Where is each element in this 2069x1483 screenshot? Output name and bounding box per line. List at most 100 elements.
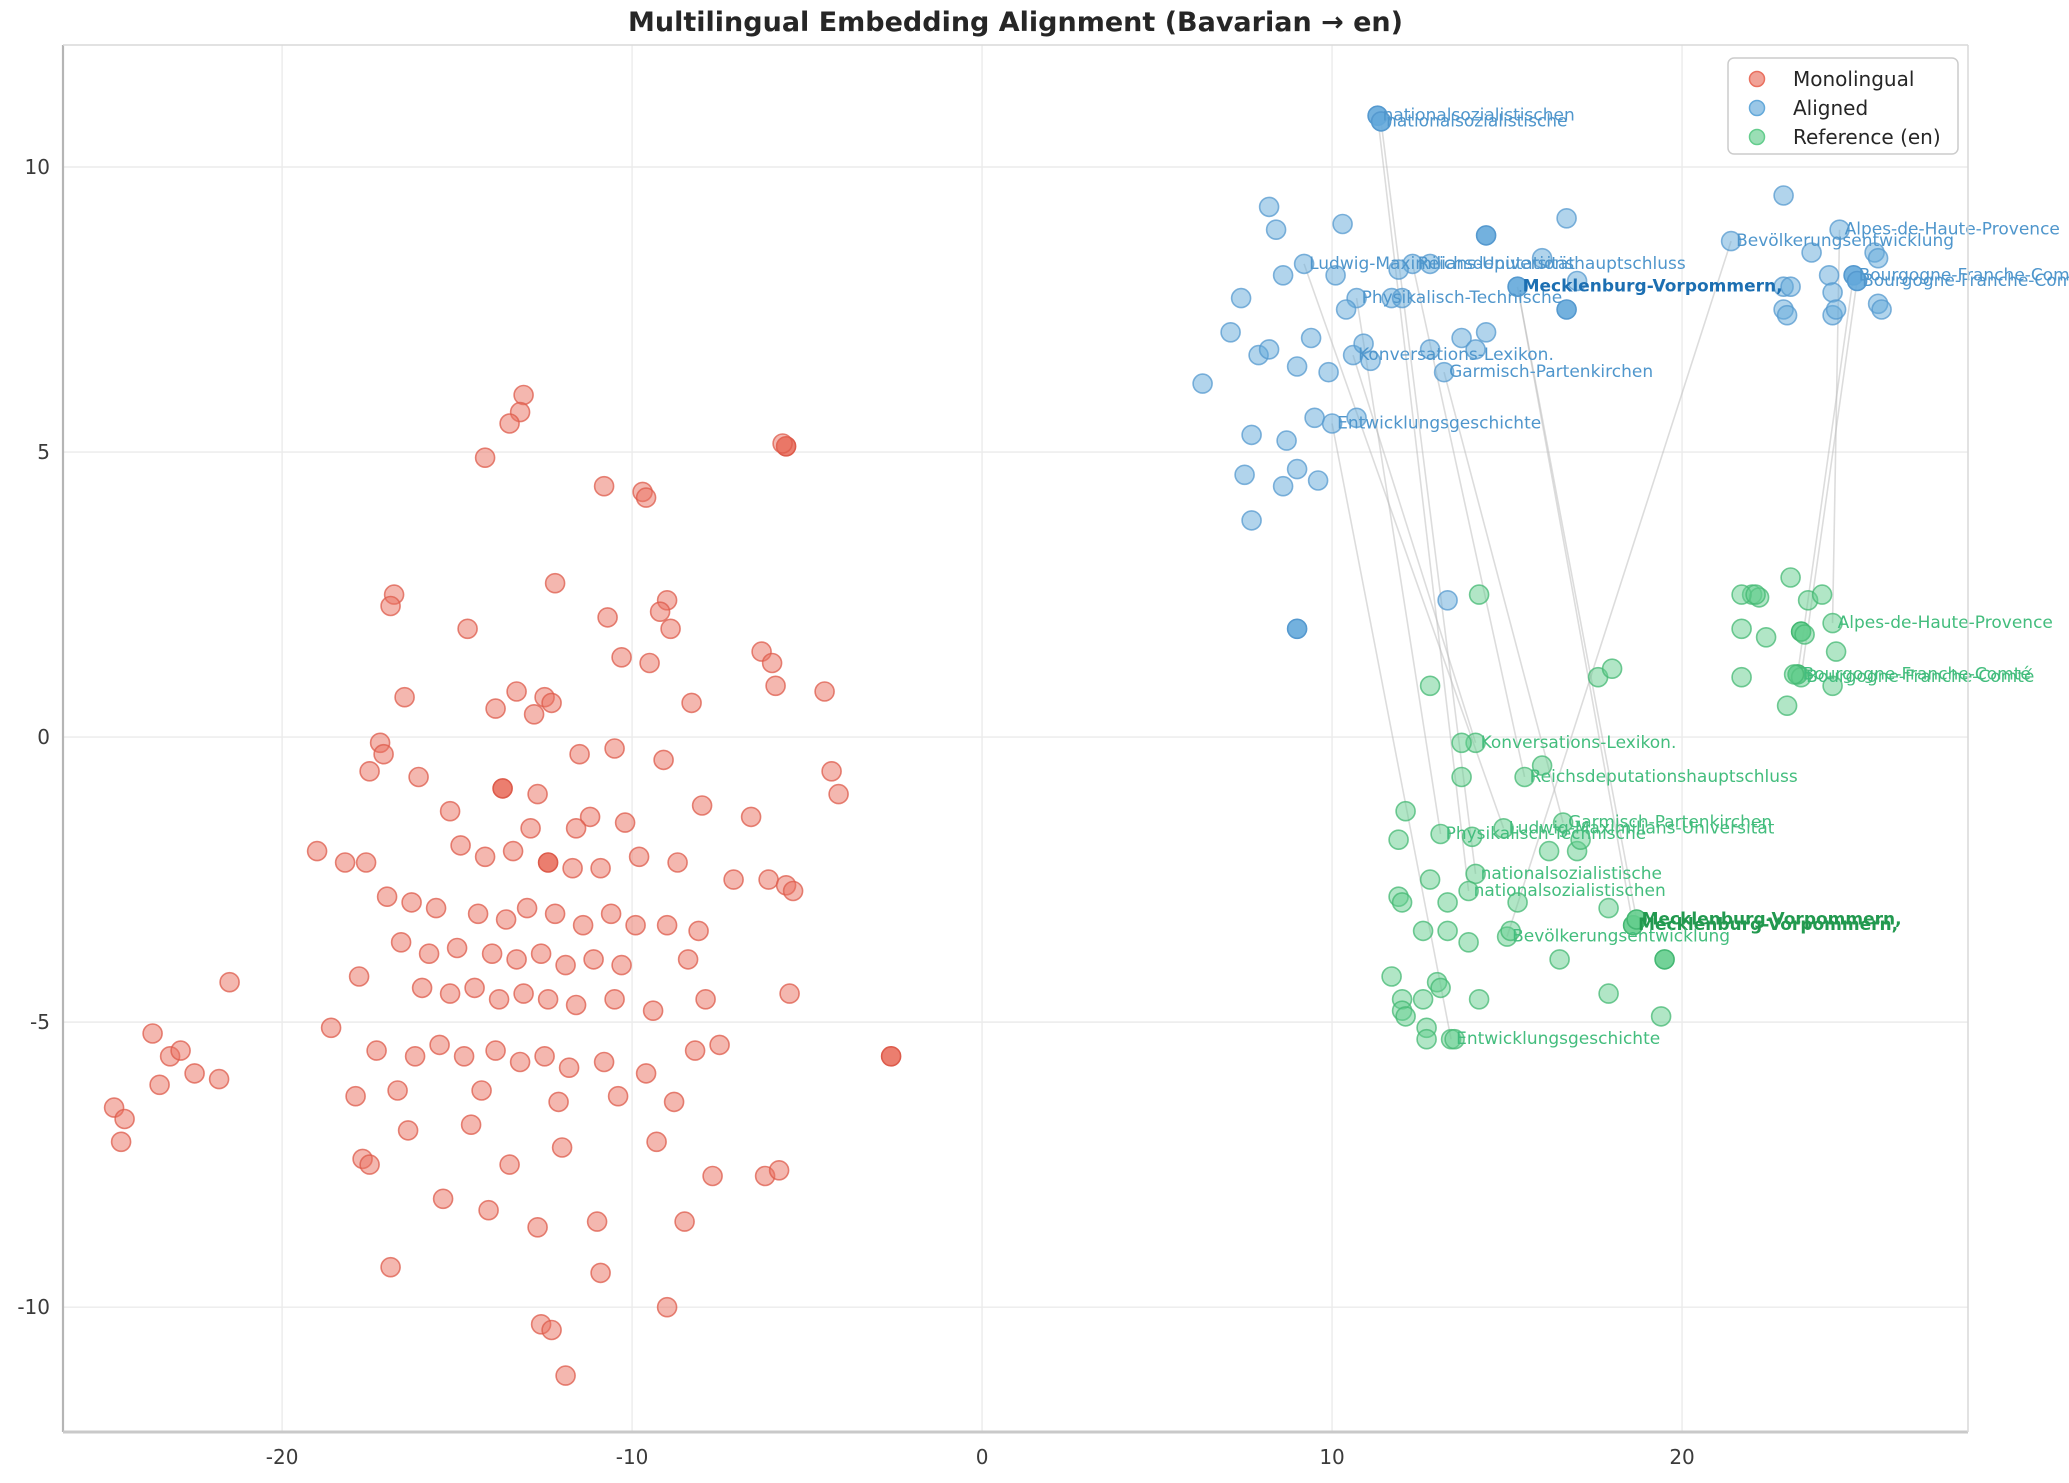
- data-point-monolingual[interactable]: [565, 994, 587, 1016]
- data-point-aligned[interactable]: [1332, 213, 1353, 235]
- data-point-monolingual[interactable]: [593, 475, 615, 497]
- data-point-aligned[interactable]: [1475, 321, 1497, 343]
- data-point-monolingual[interactable]: [170, 1040, 191, 1061]
- data-point-monolingual[interactable]: [761, 652, 783, 674]
- data-point-aligned[interactable]: [1325, 264, 1346, 286]
- data-point-aligned[interactable]: [1241, 424, 1262, 446]
- data-point-aligned[interactable]: [1265, 219, 1287, 240]
- data-point-monolingual[interactable]: [380, 1256, 401, 1278]
- data-point-monolingual[interactable]: [604, 738, 625, 759]
- data-point-monolingual[interactable]: [611, 954, 632, 976]
- data-point-monolingual[interactable]: [723, 869, 744, 890]
- data-point-reference-en[interactable]: [1780, 567, 1801, 588]
- data-point-aligned[interactable]: [1318, 361, 1339, 383]
- data-point-monolingual[interactable]: [572, 914, 594, 936]
- data-point-reference-en[interactable]: [1419, 675, 1441, 697]
- data-point-monolingual[interactable]: [625, 914, 646, 936]
- data-point-monolingual[interactable]: [562, 857, 583, 879]
- data-point-monolingual[interactable]: [821, 760, 842, 782]
- data-point-monolingual[interactable]: [583, 949, 604, 970]
- data-point-monolingual[interactable]: [779, 983, 800, 1004]
- data-point-monolingual[interactable]: [604, 988, 625, 1010]
- data-point-monolingual[interactable]: [513, 384, 534, 406]
- data-point-monolingual[interactable]: [649, 601, 671, 623]
- data-point-monolingual[interactable]: [499, 1154, 520, 1175]
- data-point-monolingual[interactable]: [558, 1057, 580, 1078]
- data-point-reference-en[interactable]: [1395, 800, 1416, 822]
- data-point-aligned[interactable]: [1556, 208, 1577, 229]
- data-point-monolingual[interactable]: [513, 983, 534, 1004]
- data-point-monolingual[interactable]: [537, 988, 559, 1010]
- data-point-aligned[interactable]: [1437, 589, 1458, 611]
- data-point-monolingual[interactable]: [306, 840, 328, 862]
- data-point-monolingual[interactable]: [464, 977, 485, 999]
- data-point-monolingual[interactable]: [439, 983, 461, 1004]
- data-point-monolingual[interactable]: [460, 1114, 482, 1135]
- data-point-monolingual[interactable]: [667, 852, 688, 873]
- data-point-reference-en[interactable]: [1822, 612, 1843, 634]
- data-point-monolingual[interactable]: [709, 1034, 730, 1056]
- data-point-monolingual[interactable]: [425, 897, 447, 919]
- data-point-reference-en[interactable]: [1412, 920, 1434, 942]
- data-point-aligned[interactable]: [1258, 196, 1280, 218]
- data-point-monolingual[interactable]: [611, 646, 632, 668]
- data-point-monolingual[interactable]: [691, 795, 713, 816]
- data-point-aligned[interactable]: [1286, 356, 1308, 377]
- data-point-aligned[interactable]: [1433, 361, 1455, 383]
- data-point-monolingual[interactable]: [495, 909, 517, 930]
- data-point-aligned[interactable]: [1801, 242, 1822, 263]
- data-point-aligned[interactable]: [1419, 253, 1441, 275]
- data-point-aligned[interactable]: [1293, 253, 1315, 275]
- data-point-monolingual[interactable]: [446, 937, 468, 959]
- data-point-reference-en[interactable]: [1549, 949, 1570, 970]
- data-point-reference-en[interactable]: [1570, 829, 1591, 851]
- data-point-monolingual[interactable]: [814, 681, 835, 702]
- data-point-monolingual[interactable]: [765, 675, 786, 697]
- data-point-aligned[interactable]: [1720, 230, 1742, 252]
- data-point-monolingual[interactable]: [359, 1154, 380, 1175]
- data-point-reference-en[interactable]: [1388, 829, 1409, 851]
- data-point-aligned[interactable]: [1825, 299, 1847, 320]
- data-point-monolingual[interactable]: [478, 1199, 499, 1221]
- data-point-monolingual[interactable]: [520, 817, 541, 839]
- data-point-reference-en[interactable]: [1794, 624, 1815, 645]
- data-point-monolingual[interactable]: [345, 1085, 366, 1107]
- data-point-monolingual[interactable]: [219, 971, 240, 993]
- data-point-aligned[interactable]: [1300, 327, 1322, 349]
- data-point-reference-en[interactable]: [1755, 626, 1777, 648]
- data-point-monolingual[interactable]: [334, 852, 356, 873]
- data-point-reference-en[interactable]: [1731, 618, 1752, 640]
- data-point-reference-en[interactable]: [1650, 1006, 1672, 1027]
- data-point-reference-en[interactable]: [1391, 892, 1413, 913]
- data-point-monolingual[interactable]: [394, 686, 415, 708]
- data-point-aligned[interactable]: [1304, 407, 1325, 429]
- data-point-aligned[interactable]: [1846, 270, 1868, 292]
- data-point-reference-en[interactable]: [1444, 1028, 1465, 1050]
- data-point-monolingual[interactable]: [376, 886, 398, 908]
- data-point-reference-en[interactable]: [1451, 766, 1472, 788]
- data-point-reference-en[interactable]: [1731, 666, 1752, 688]
- data-point-monolingual[interactable]: [506, 681, 527, 702]
- data-point-reference-en[interactable]: [1468, 988, 1490, 1010]
- data-point-aligned[interactable]: [1829, 219, 1850, 240]
- data-point-reference-en[interactable]: [1745, 584, 1766, 605]
- data-point-aligned[interactable]: [1871, 299, 1892, 320]
- data-point-aligned[interactable]: [1370, 111, 1392, 132]
- data-point-monolingual[interactable]: [471, 1080, 492, 1101]
- data-point-aligned[interactable]: [1241, 510, 1262, 531]
- data-point-reference-en[interactable]: [1552, 812, 1574, 833]
- data-point-reference-en[interactable]: [1493, 817, 1514, 839]
- data-point-monolingual[interactable]: [530, 943, 552, 965]
- data-point-reference-en[interactable]: [1461, 826, 1483, 848]
- data-point-monolingual[interactable]: [541, 692, 562, 714]
- data-point-reference-en[interactable]: [1783, 664, 1805, 685]
- data-point-monolingual[interactable]: [642, 1000, 664, 1022]
- data-point-monolingual[interactable]: [516, 897, 538, 919]
- data-point-monolingual[interactable]: [614, 812, 636, 833]
- data-point-monolingual[interactable]: [758, 869, 779, 890]
- data-point-monolingual[interactable]: [474, 846, 496, 868]
- data-point-aligned[interactable]: [1234, 464, 1255, 486]
- data-point-monolingual[interactable]: [534, 1046, 555, 1067]
- data-point-aligned[interactable]: [1230, 287, 1252, 309]
- data-point-monolingual[interactable]: [429, 1034, 450, 1056]
